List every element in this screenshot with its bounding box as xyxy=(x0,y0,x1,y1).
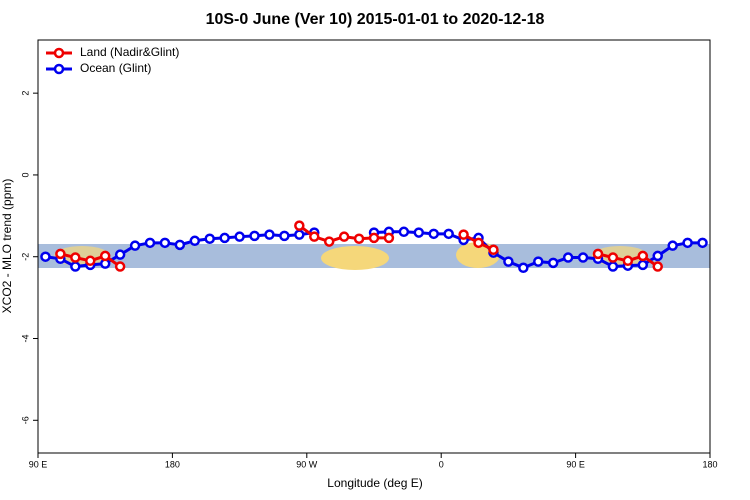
data-point xyxy=(338,231,350,242)
data-point xyxy=(114,249,126,260)
data-point xyxy=(114,261,126,272)
data-point xyxy=(249,230,260,242)
y-tick-label: -6 xyxy=(20,416,30,424)
data-point xyxy=(99,250,111,262)
y-tick-label: -4 xyxy=(20,334,30,342)
legend-marker xyxy=(53,63,65,75)
data-point xyxy=(473,237,484,249)
data-point xyxy=(70,261,81,272)
data-point xyxy=(383,232,395,244)
legend-marker xyxy=(53,47,65,59)
data-point xyxy=(264,229,275,240)
data-point xyxy=(204,233,215,244)
y-axis-label: XCO2 - MLO trend (ppm) xyxy=(0,179,14,314)
data-point xyxy=(533,256,544,267)
chart-title: 10S-0 June (Ver 10) 2015-01-01 to 2020-1… xyxy=(206,11,545,28)
y-tick-label: 2 xyxy=(20,91,30,96)
data-point xyxy=(592,248,604,260)
data-point xyxy=(652,250,663,262)
data-point xyxy=(622,255,634,267)
data-point xyxy=(368,232,380,244)
data-point xyxy=(129,240,141,251)
x-axis-label: Longitude (deg E) xyxy=(327,476,422,490)
legend-label: Land (Nadir&Glint) xyxy=(80,45,179,59)
data-point xyxy=(234,231,245,242)
data-point xyxy=(637,250,649,262)
data-point xyxy=(144,237,156,249)
data-point xyxy=(652,261,663,272)
x-tick-label: 0 xyxy=(439,459,444,469)
x-tick-label: 90 W xyxy=(296,459,318,469)
data-point xyxy=(488,244,499,256)
data-point xyxy=(189,235,201,247)
data-point xyxy=(55,248,66,260)
data-point xyxy=(353,233,365,244)
data-point xyxy=(637,259,649,271)
data-point xyxy=(562,252,574,263)
data-point xyxy=(458,229,469,240)
data-point xyxy=(294,220,305,231)
x-tick-label: 90 E xyxy=(566,459,585,469)
x-tick-label: 180 xyxy=(165,459,180,469)
y-tick-label: 0 xyxy=(20,172,30,177)
data-point xyxy=(279,230,290,242)
data-point xyxy=(503,256,514,267)
data-point xyxy=(219,232,230,244)
x-tick-label: 90 E xyxy=(29,459,48,469)
x-tick-label: 180 xyxy=(702,459,717,469)
data-point xyxy=(85,255,96,267)
data-point xyxy=(577,252,589,263)
data-point xyxy=(607,261,619,272)
data-point xyxy=(40,251,51,262)
data-point xyxy=(294,229,305,240)
data-point xyxy=(547,257,559,269)
data-point xyxy=(309,231,320,242)
data-point xyxy=(174,239,186,251)
y-tick-label: -2 xyxy=(20,253,30,261)
data-point xyxy=(667,240,678,251)
data-point xyxy=(607,252,619,263)
legend-label: Ocean (Glint) xyxy=(80,61,151,75)
data-point xyxy=(518,262,529,274)
data-point xyxy=(159,237,171,249)
data-point xyxy=(70,252,81,263)
data-point xyxy=(697,237,708,249)
data-point xyxy=(413,227,425,238)
data-point xyxy=(682,237,693,249)
data-point xyxy=(323,236,335,247)
data-point xyxy=(398,226,410,238)
data-point xyxy=(428,228,439,240)
data-point xyxy=(443,228,454,240)
plot-frame xyxy=(37,39,711,454)
